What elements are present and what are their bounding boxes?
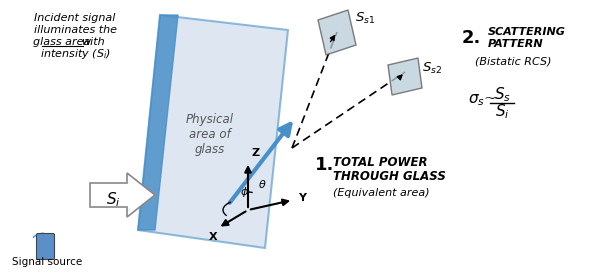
Text: X: X [208, 232, 217, 242]
Text: 1.: 1. [315, 156, 334, 174]
Text: with: with [81, 37, 105, 47]
Text: glass area: glass area [34, 37, 90, 47]
Polygon shape [138, 15, 178, 230]
Text: $\sigma_s$~: $\sigma_s$~ [468, 92, 497, 108]
Polygon shape [138, 15, 288, 248]
Text: glass: glass [195, 144, 225, 156]
Text: $S_{s2}$: $S_{s2}$ [422, 61, 442, 76]
Text: TOTAL POWER: TOTAL POWER [333, 156, 428, 170]
Text: area of: area of [189, 129, 231, 141]
Text: Physical: Physical [186, 113, 234, 127]
FancyBboxPatch shape [37, 233, 55, 259]
Text: (Equivalent area): (Equivalent area) [333, 188, 429, 198]
Text: $S_i$: $S_i$ [495, 103, 509, 121]
Text: $\theta$: $\theta$ [258, 178, 267, 190]
Text: (Bistatic RCS): (Bistatic RCS) [475, 57, 552, 67]
Text: $S_{s1}$: $S_{s1}$ [355, 10, 375, 25]
Text: Incident signal: Incident signal [34, 13, 116, 23]
Text: THROUGH GLASS: THROUGH GLASS [333, 170, 446, 184]
Text: Y: Y [298, 193, 306, 203]
Text: $S_s$: $S_s$ [494, 86, 510, 104]
Text: PATTERN: PATTERN [488, 39, 544, 49]
Polygon shape [318, 10, 356, 55]
Text: $S_i$: $S_i$ [105, 191, 120, 209]
Text: SCATTERING: SCATTERING [488, 27, 566, 37]
Text: Z: Z [251, 148, 259, 158]
Polygon shape [90, 173, 155, 217]
Text: intensity ($S_i$): intensity ($S_i$) [40, 47, 110, 61]
Text: 2.: 2. [462, 29, 482, 47]
Polygon shape [388, 58, 422, 95]
Text: $\phi$: $\phi$ [240, 185, 249, 199]
Text: illuminates the: illuminates the [34, 25, 116, 35]
Text: Signal source: Signal source [12, 257, 82, 267]
